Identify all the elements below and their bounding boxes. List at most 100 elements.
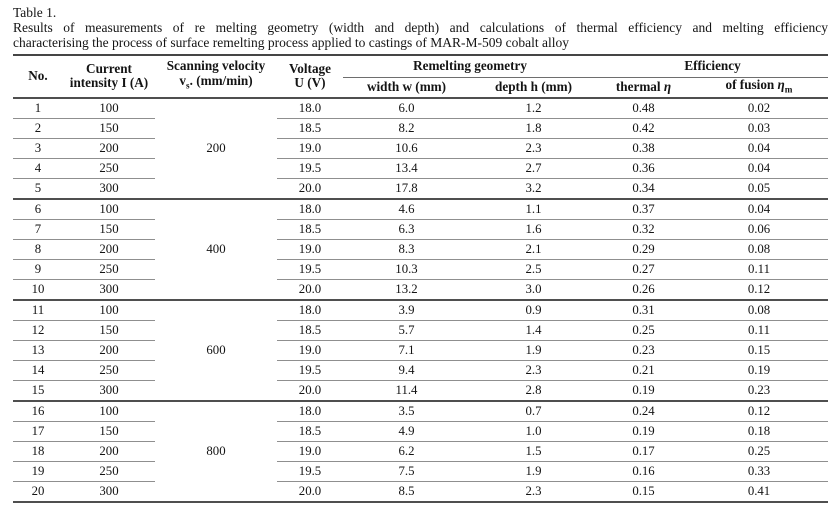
cell-fusion-efficiency: 0.11 [690,259,829,280]
cell-depth: 2.8 [470,380,598,402]
cell-depth: 1.5 [470,441,598,462]
thermal-label: thermal [615,78,661,94]
cell-no: 15 [13,380,63,402]
cell-no: 11 [13,299,63,321]
cell-scanning-velocity: 800 [155,400,277,503]
col-group-efficiency: Efficiency [597,54,829,78]
cell-fusion-efficiency: 0.08 [690,299,829,321]
table-row: 15 300 20.0 11.4 2.8 0.19 0.23 [13,380,829,402]
eta-m-subscript: m [784,84,793,95]
cell-voltage: 18.5 [277,421,343,442]
cell-no: 3 [13,138,63,159]
cell-fusion-efficiency: 0.11 [690,320,829,341]
cell-depth: 1.0 [470,421,598,442]
col-header-scanning-line2: vs. (mm/min) [155,73,277,93]
cell-depth: 1.8 [470,118,598,139]
col-header-current-line1: Current [86,60,132,76]
eta-symbol: η [663,78,672,94]
cell-current-intensity: 300 [63,380,155,402]
cell-voltage: 19.5 [277,158,343,179]
cell-thermal-efficiency: 0.21 [597,360,691,381]
cell-current-intensity: 150 [63,118,155,139]
table-row: 16 100 800 18.0 3.5 0.7 0.24 0.12 [13,400,829,503]
cell-thermal-efficiency: 0.34 [597,178,691,200]
cell-width: 11.4 [343,380,470,402]
cell-current-intensity: 100 [63,299,155,321]
table-row: 3 200 19.0 10.6 2.3 0.38 0.04 [13,138,829,159]
cell-voltage: 20.0 [277,380,343,402]
cell-fusion-efficiency: 0.12 [690,279,829,301]
cell-no: 1 [13,97,63,119]
table-row: 19 250 19.5 7.5 1.9 0.16 0.33 [13,461,829,482]
cell-voltage: 19.0 [277,340,343,361]
cell-width: 3.5 [343,400,470,422]
cell-fusion-efficiency: 0.04 [690,158,829,179]
table-row: 12 150 18.5 5.7 1.4 0.25 0.11 [13,320,829,341]
cell-width: 4.9 [343,421,470,442]
cell-width: 5.7 [343,320,470,341]
cell-voltage: 18.0 [277,400,343,422]
cell-no: 12 [13,320,63,341]
cell-depth: 1.2 [470,97,598,119]
col-header-voltage-line2: U (V) [294,75,326,91]
cell-no: 17 [13,421,63,442]
cell-width: 13.2 [343,279,470,301]
table-row: 9 250 19.5 10.3 2.5 0.27 0.11 [13,259,829,280]
table-row: 6 100 400 18.0 4.6 1.1 0.37 0.04 [13,198,829,301]
cell-current-intensity: 150 [63,320,155,341]
col-header-current-intensity: Current intensity I (A) [63,54,155,99]
cell-width: 13.4 [343,158,470,179]
table-row: 8 200 19.0 8.3 2.1 0.29 0.08 [13,239,829,260]
cell-no: 20 [13,481,63,503]
cell-width: 8.3 [343,239,470,260]
cell-no: 6 [13,198,63,220]
cell-fusion-efficiency: 0.18 [690,421,829,442]
cell-depth: 2.3 [470,138,598,159]
cell-no: 2 [13,118,63,139]
cell-scanning-velocity: 400 [155,198,277,301]
cell-voltage: 19.5 [277,461,343,482]
cell-no: 14 [13,360,63,381]
cell-voltage: 19.0 [277,138,343,159]
cell-thermal-efficiency: 0.16 [597,461,691,482]
cell-current-intensity: 150 [63,219,155,240]
cell-voltage: 18.5 [277,320,343,341]
cell-no: 9 [13,259,63,280]
table-row: 14 250 19.5 9.4 2.3 0.21 0.19 [13,360,829,381]
cell-current-intensity: 150 [63,421,155,442]
cell-depth: 1.4 [470,320,598,341]
col-header-current-line2: intensity I (A) [69,75,149,91]
cell-current-intensity: 250 [63,158,155,179]
cell-depth: 0.9 [470,299,598,321]
cell-fusion-efficiency: 0.41 [690,481,829,503]
cell-fusion-efficiency: 0.04 [690,198,829,220]
results-table: No. Current intensity I (A) Scanning vel… [13,53,829,503]
cell-thermal-efficiency: 0.17 [597,441,691,462]
cell-no: 4 [13,158,63,179]
cell-thermal-efficiency: 0.23 [597,340,691,361]
cell-no: 19 [13,461,63,482]
cell-depth: 3.0 [470,279,598,301]
cell-thermal-efficiency: 0.36 [597,158,691,179]
cell-current-intensity: 200 [63,441,155,462]
cell-voltage: 20.0 [277,279,343,301]
cell-thermal-efficiency: 0.27 [597,259,691,280]
header-row-subcolumns: width w (mm) depth h (mm) thermal η of f… [13,77,829,99]
cell-width: 3.9 [343,299,470,321]
cell-scanning-velocity: 200 [155,97,277,200]
cell-depth: 0.7 [470,400,598,422]
cell-voltage: 20.0 [277,481,343,503]
cell-thermal-efficiency: 0.31 [597,299,691,321]
cell-width: 10.6 [343,138,470,159]
scanning-symbol-subscript: s [186,80,190,91]
cell-width: 9.4 [343,360,470,381]
cell-voltage: 18.5 [277,118,343,139]
cell-thermal-efficiency: 0.24 [597,400,691,422]
cell-voltage: 18.0 [277,299,343,321]
cell-voltage: 18.5 [277,219,343,240]
cell-depth: 2.3 [470,481,598,503]
table-row: 20 300 20.0 8.5 2.3 0.15 0.41 [13,481,829,503]
cell-fusion-efficiency: 0.06 [690,219,829,240]
cell-width: 6.3 [343,219,470,240]
cell-fusion-efficiency: 0.25 [690,441,829,462]
